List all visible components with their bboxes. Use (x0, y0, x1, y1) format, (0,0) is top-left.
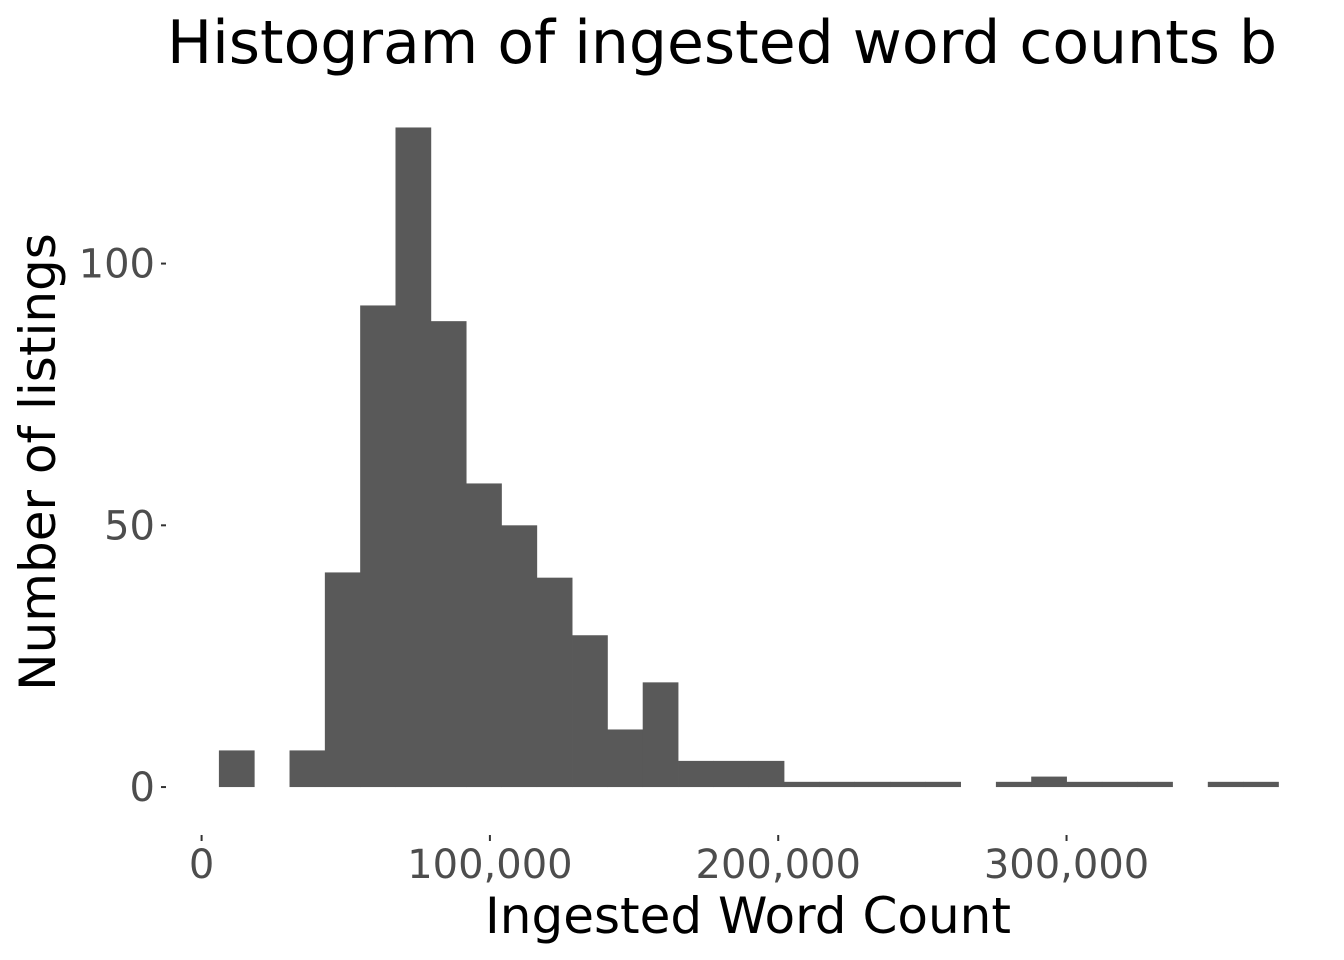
histogram-bar (1243, 781, 1279, 788)
histogram-bar (642, 682, 679, 788)
histogram-bar (607, 729, 644, 788)
histogram-bar (430, 321, 467, 788)
histogram-bar (1207, 781, 1244, 788)
histogram-bar (1066, 781, 1103, 788)
y-tick-label: 100 (79, 242, 155, 288)
x-axis: 0 100,000 200,000 300,000 (189, 835, 1149, 888)
histogram-bar (1031, 776, 1067, 788)
histogram-bar (1101, 781, 1138, 788)
histogram-bar (289, 750, 326, 788)
histogram-bar (889, 781, 926, 788)
histogram-bar (678, 760, 714, 788)
x-tick-label: 0 (189, 842, 214, 888)
histogram-bar (925, 781, 961, 788)
chart-title: Histogram of ingested word counts b (167, 8, 1277, 78)
histogram-bar (218, 750, 255, 788)
histogram-bar (1137, 781, 1173, 788)
histogram-bar (783, 781, 820, 788)
x-axis-title: Ingested Word Count (485, 887, 1011, 945)
histogram-bar (466, 483, 502, 788)
y-tick-label: 50 (104, 503, 155, 549)
histogram-bar (854, 781, 891, 788)
y-axis: 0 50 100 (79, 242, 166, 811)
histogram-bar (819, 781, 856, 788)
bars-group (218, 127, 1279, 788)
histogram-bar (501, 525, 538, 788)
y-tick-label: 0 (130, 765, 155, 811)
histogram-bar (713, 760, 750, 788)
histogram-bar (995, 781, 1032, 788)
y-axis-title: Number of listings (9, 233, 67, 691)
histogram-bar (395, 127, 432, 788)
x-tick-label: 300,000 (984, 842, 1149, 888)
histogram-bar (324, 572, 361, 788)
histogram-bar (748, 760, 785, 788)
histogram-bar (572, 635, 608, 788)
histogram-bar (536, 577, 573, 788)
histogram-bar (360, 305, 396, 788)
x-tick-label: 100,000 (407, 842, 572, 888)
x-tick-label: 200,000 (696, 842, 861, 888)
